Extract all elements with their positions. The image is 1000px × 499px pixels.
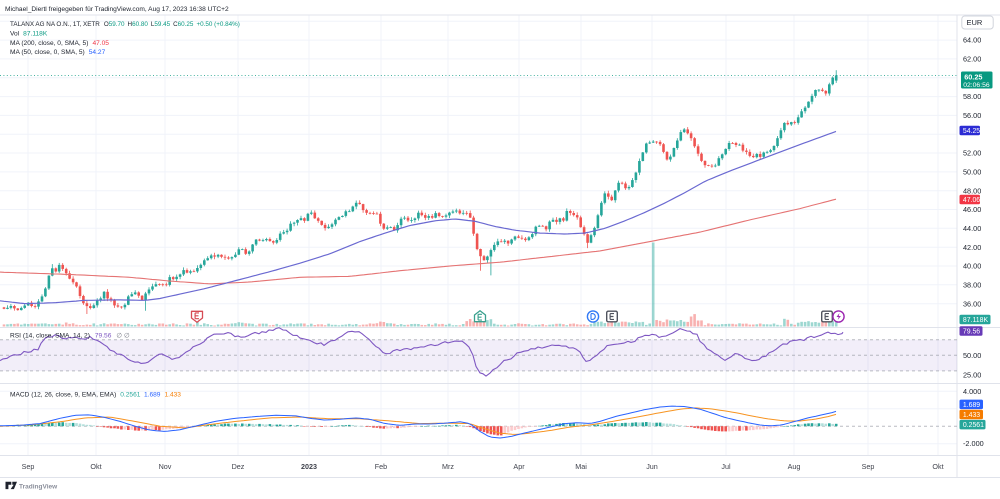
svg-text:44.00: 44.00 [963, 224, 981, 233]
svg-text:1.689: 1.689 [963, 402, 980, 409]
svg-text:Mai: Mai [575, 462, 587, 471]
svg-text:-2.000: -2.000 [963, 439, 984, 448]
svg-text:87.118K: 87.118K [963, 317, 989, 324]
svg-text:47.06: 47.06 [963, 197, 980, 204]
svg-text:Sep: Sep [862, 462, 875, 471]
svg-text:42.00: 42.00 [963, 243, 981, 252]
svg-text:2023: 2023 [301, 462, 317, 471]
svg-text:60.25: 60.25 [964, 73, 982, 82]
svg-text:58.00: 58.00 [963, 92, 981, 101]
svg-text:Okt: Okt [932, 462, 943, 471]
svg-text:52.00: 52.00 [963, 149, 981, 158]
svg-text:Mrz: Mrz [442, 462, 454, 471]
svg-text:Feb: Feb [375, 462, 387, 471]
svg-text:MA (50, close, 0, SMA, 5)54.27: MA (50, close, 0, SMA, 5) 54.27 [10, 49, 106, 56]
svg-text:Aug: Aug [788, 462, 801, 471]
svg-text:40.00: 40.00 [963, 262, 981, 271]
svg-text:46.00: 46.00 [963, 205, 981, 214]
svg-text:64.00: 64.00 [963, 36, 981, 45]
svg-text:56.00: 56.00 [963, 111, 981, 120]
svg-text:0.2561: 0.2561 [963, 422, 984, 429]
svg-text:38.00: 38.00 [963, 280, 981, 289]
svg-text:4.000: 4.000 [963, 387, 981, 396]
svg-text:1.433: 1.433 [963, 412, 980, 419]
svg-text:Michael_Diertl freigegeben für: Michael_Diertl freigegeben für TradingVi… [5, 6, 229, 13]
svg-text:MA (200, close, 0, SMA, 5)47.0: MA (200, close, 0, SMA, 5) 47.05 [10, 40, 109, 47]
svg-text:Apr: Apr [513, 462, 525, 471]
svg-text:50.00: 50.00 [963, 351, 981, 360]
svg-text:Dez: Dez [232, 462, 245, 471]
svg-text:RSI (14, close, SMA, 14, 2)79.: RSI (14, close, SMA, 14, 2) 79.56 ∅ ∅ [10, 333, 130, 340]
svg-text:MACD (12, 26, close, 9, EMA, E: MACD (12, 26, close, 9, EMA, EMA) 0.2561 1… [10, 392, 181, 399]
svg-text:TradingView: TradingView [19, 483, 58, 490]
svg-text:Nov: Nov [159, 462, 172, 471]
svg-text:36.00: 36.00 [963, 299, 981, 308]
svg-text:Jul: Jul [721, 462, 731, 471]
svg-text:54.25: 54.25 [963, 128, 980, 135]
svg-text:Sep: Sep [22, 462, 35, 471]
svg-text:62.00: 62.00 [963, 55, 981, 64]
svg-text:Jun: Jun [646, 462, 658, 471]
svg-text:EUR: EUR [967, 18, 983, 27]
svg-text:79.56: 79.56 [963, 329, 980, 336]
svg-text:25.00: 25.00 [963, 370, 981, 379]
svg-text:02:06:56: 02:06:56 [963, 82, 990, 89]
svg-text:Okt: Okt [90, 462, 101, 471]
svg-text:50.00: 50.00 [963, 168, 981, 177]
svg-text:48.00: 48.00 [963, 186, 981, 195]
